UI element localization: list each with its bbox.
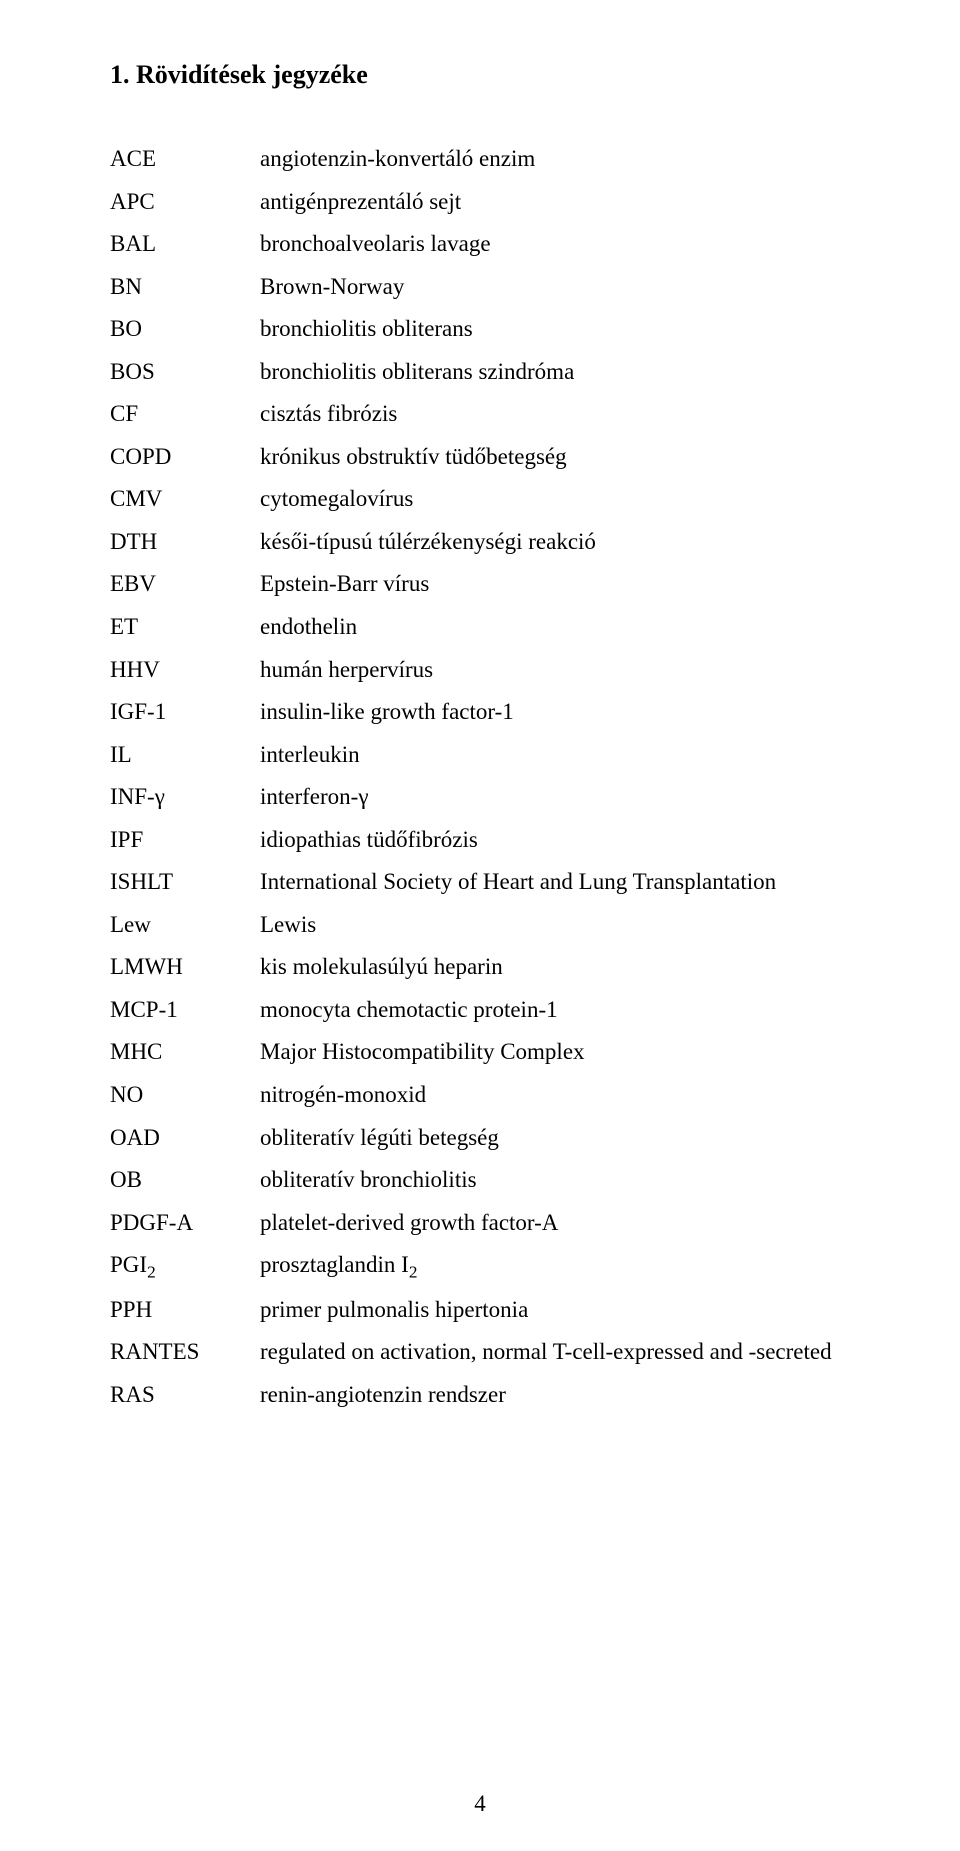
abbrev-definition: angiotenzin-konvertáló enzim — [260, 138, 850, 181]
abbrev-row: MCP-1monocyta chemotactic protein-1 — [110, 989, 850, 1032]
abbrev-definition: bronchoalveolaris lavage — [260, 223, 850, 266]
section-title: 1. Rövidítések jegyzéke — [110, 60, 850, 90]
abbrev-term: IPF — [110, 819, 260, 862]
abbrev-row: ETendothelin — [110, 606, 850, 649]
abbrev-definition: insulin-like growth factor-1 — [260, 691, 850, 734]
abbrev-term: NO — [110, 1074, 260, 1117]
abbrev-row: EBVEpstein-Barr vírus — [110, 563, 850, 606]
abbrev-definition: prosztaglandin I2 — [260, 1244, 850, 1289]
abbrev-row: ILinterleukin — [110, 734, 850, 777]
abbrev-definition: regulated on activation, normal T-cell-e… — [260, 1331, 850, 1374]
abbrev-term: COPD — [110, 436, 260, 479]
abbrev-definition: obliteratív bronchiolitis — [260, 1159, 850, 1202]
abbrev-definition: késői-típusú túlérzékenységi reakció — [260, 521, 850, 564]
page-number: 4 — [0, 1791, 960, 1817]
abbrev-row: DTHkésői-típusú túlérzékenységi reakció — [110, 521, 850, 564]
abbrev-term: BAL — [110, 223, 260, 266]
abbrev-term: IL — [110, 734, 260, 777]
abbrev-row: ISHLTInternational Society of Heart and … — [110, 861, 850, 904]
abbrev-definition: International Society of Heart and Lung … — [260, 861, 850, 904]
abbrev-term: ET — [110, 606, 260, 649]
abbrev-row: BALbronchoalveolaris lavage — [110, 223, 850, 266]
abbrev-row: NOnitrogén-monoxid — [110, 1074, 850, 1117]
abbrev-term: EBV — [110, 563, 260, 606]
abbrev-row: MHCMajor Histocompatibility Complex — [110, 1031, 850, 1074]
abbrev-definition: antigénprezentáló sejt — [260, 181, 850, 224]
abbrev-definition: cisztás fibrózis — [260, 393, 850, 436]
abbrev-definition: interleukin — [260, 734, 850, 777]
abbrev-term: HHV — [110, 649, 260, 692]
abbrev-term: INF-γ — [110, 776, 260, 819]
abbrev-row: BOSbronchiolitis obliterans szindróma — [110, 351, 850, 394]
abbrev-definition: humán herpervírus — [260, 649, 850, 692]
abbrev-definition: kis molekulasúlyú heparin — [260, 946, 850, 989]
abbrev-definition: krónikus obstruktív tüdőbetegség — [260, 436, 850, 479]
document-page: 1. Rövidítések jegyzéke ACEangiotenzin-k… — [0, 0, 960, 1851]
abbrev-term: CMV — [110, 478, 260, 521]
abbrev-definition: bronchiolitis obliterans szindróma — [260, 351, 850, 394]
abbrev-definition: interferon-γ — [260, 776, 850, 819]
abbrev-definition: Major Histocompatibility Complex — [260, 1031, 850, 1074]
abbrev-term: MCP-1 — [110, 989, 260, 1032]
abbrev-row: APCantigénprezentáló sejt — [110, 181, 850, 224]
abbrev-row: RASrenin-angiotenzin rendszer — [110, 1374, 850, 1417]
abbrev-row: ACEangiotenzin-konvertáló enzim — [110, 138, 850, 181]
abbrev-term: PPH — [110, 1289, 260, 1332]
abbrev-term: PDGF-A — [110, 1202, 260, 1245]
abbrev-term: RANTES — [110, 1331, 260, 1374]
abbrev-row: PGI2prosztaglandin I2 — [110, 1244, 850, 1289]
abbrev-term: Lew — [110, 904, 260, 947]
abbrev-definition: primer pulmonalis hipertonia — [260, 1289, 850, 1332]
abbrev-term: APC — [110, 181, 260, 224]
abbrev-definition: obliteratív légúti betegség — [260, 1117, 850, 1160]
abbrev-definition: nitrogén-monoxid — [260, 1074, 850, 1117]
abbrev-term: BO — [110, 308, 260, 351]
abbrev-row: OBobliteratív bronchiolitis — [110, 1159, 850, 1202]
abbrev-row: CMVcytomegalovírus — [110, 478, 850, 521]
abbrev-definition: renin-angiotenzin rendszer — [260, 1374, 850, 1417]
abbrev-term: RAS — [110, 1374, 260, 1417]
abbrev-row: LMWHkis molekulasúlyú heparin — [110, 946, 850, 989]
abbrev-row: LewLewis — [110, 904, 850, 947]
abbrev-term: IGF-1 — [110, 691, 260, 734]
abbrev-term: OAD — [110, 1117, 260, 1160]
abbreviation-list: ACEangiotenzin-konvertáló enzimAPCantigé… — [110, 138, 850, 1416]
abbrev-row: COPDkrónikus obstruktív tüdőbetegség — [110, 436, 850, 479]
abbrev-term: BN — [110, 266, 260, 309]
abbrev-term: ISHLT — [110, 861, 260, 904]
abbrev-term: OB — [110, 1159, 260, 1202]
abbrev-term: LMWH — [110, 946, 260, 989]
abbrev-definition: cytomegalovírus — [260, 478, 850, 521]
abbrev-term: ACE — [110, 138, 260, 181]
abbrev-row: PPHprimer pulmonalis hipertonia — [110, 1289, 850, 1332]
abbrev-term: MHC — [110, 1031, 260, 1074]
abbrev-definition: idiopathias tüdőfibrózis — [260, 819, 850, 862]
abbrev-row: HHVhumán herpervírus — [110, 649, 850, 692]
abbrev-definition: Epstein-Barr vírus — [260, 563, 850, 606]
abbrev-definition: Brown-Norway — [260, 266, 850, 309]
abbrev-row: IGF-1insulin-like growth factor-1 — [110, 691, 850, 734]
abbrev-row: BObronchiolitis obliterans — [110, 308, 850, 351]
abbrev-definition: Lewis — [260, 904, 850, 947]
abbrev-term: CF — [110, 393, 260, 436]
abbrev-row: PDGF-Aplatelet-derived growth factor-A — [110, 1202, 850, 1245]
abbrev-row: INF-γinterferon-γ — [110, 776, 850, 819]
abbrev-term: BOS — [110, 351, 260, 394]
abbrev-row: OADobliteratív légúti betegség — [110, 1117, 850, 1160]
abbrev-row: RANTESregulated on activation, normal T-… — [110, 1331, 850, 1374]
abbrev-definition: endothelin — [260, 606, 850, 649]
abbrev-term: DTH — [110, 521, 260, 564]
abbrev-definition: bronchiolitis obliterans — [260, 308, 850, 351]
abbrev-row: BNBrown-Norway — [110, 266, 850, 309]
abbrev-definition: platelet-derived growth factor-A — [260, 1202, 850, 1245]
abbrev-definition: monocyta chemotactic protein-1 — [260, 989, 850, 1032]
abbrev-row: IPFidiopathias tüdőfibrózis — [110, 819, 850, 862]
abbrev-term: PGI2 — [110, 1244, 260, 1289]
abbrev-row: CFcisztás fibrózis — [110, 393, 850, 436]
